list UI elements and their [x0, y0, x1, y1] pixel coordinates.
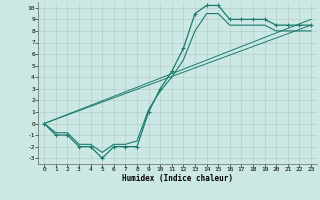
X-axis label: Humidex (Indice chaleur): Humidex (Indice chaleur) — [122, 174, 233, 183]
